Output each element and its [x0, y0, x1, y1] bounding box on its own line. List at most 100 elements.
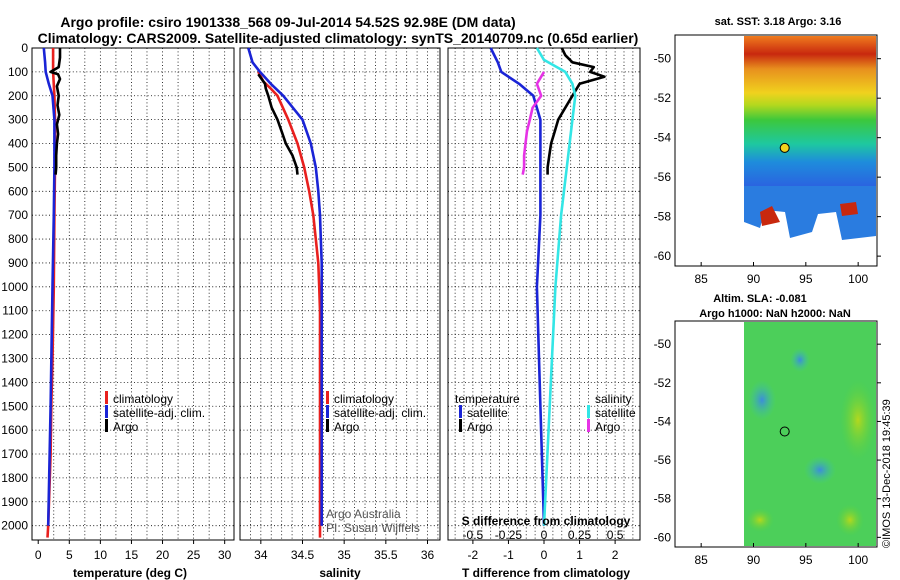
- depth-tick-label: 1000: [1, 280, 28, 294]
- difference-panel: -2 -1 0 1 2 -0.5 -0.25 0 0.25 0.5 S difference fr…: [447, 47, 641, 580]
- sst-map-title: sat. SST: 3.18 Argo: 3.16: [715, 16, 842, 28]
- lat-tick-label: -56: [654, 170, 672, 184]
- x-tick-label: 20: [156, 548, 170, 562]
- lat-tick-label: -54: [654, 414, 672, 428]
- annotation-pi: PI: Susan Wijffels: [326, 521, 420, 535]
- lat-tick-label: -58: [654, 210, 672, 224]
- legend-swatch-climatology: [326, 391, 329, 404]
- sla-map-title-2: Argo h1000: NaN h2000: NaN: [699, 308, 851, 320]
- x-tick-label: 2: [612, 548, 619, 562]
- salinity-legend: climatology satellite-adj. clim. Argo: [326, 391, 426, 434]
- depth-tick-label: 500: [8, 160, 28, 174]
- annotation-argo-australia: Argo Australia: [326, 507, 401, 521]
- sla-high-1: [840, 380, 876, 460]
- x-tick-label: 34: [254, 548, 268, 562]
- salinity-xlabel: salinity: [319, 566, 361, 580]
- depth-tick-label: 0: [21, 41, 28, 55]
- lat-tick-label: -52: [654, 91, 672, 105]
- lat-tick-label: -50: [654, 52, 672, 66]
- legend-label-satellite: satellite-adj. clim.: [334, 406, 426, 420]
- sla-high-2: [836, 504, 864, 536]
- legend-swatch-satellite: [105, 405, 108, 418]
- legend-title-salinity: salinity: [595, 392, 632, 406]
- legend-swatch-satellite: [326, 405, 329, 418]
- x2-tick-label: 0.5: [607, 528, 624, 542]
- series-line-temperature-satellite: [489, 47, 546, 526]
- series-line-satellite-adj-clim-: [247, 47, 324, 526]
- series-line-climatology: [257, 71, 322, 538]
- legend-swatch-climatology: [105, 391, 108, 404]
- difference-x2label: S difference from climatology: [462, 514, 631, 528]
- sst-field-lower: [744, 186, 876, 240]
- x-tick-label: 5: [66, 548, 73, 562]
- sst-warm-patch-east: [840, 202, 858, 216]
- lat-tick-label: -60: [654, 249, 672, 263]
- depth-tick-label: 1100: [2, 304, 28, 318]
- depth-tick-label: 1700: [1, 447, 28, 461]
- legend-label-sal-argo: Argo: [595, 420, 621, 434]
- legend-swatch-temp-argo: [459, 419, 462, 432]
- lon-tick-label: 90: [747, 553, 761, 567]
- temperature-axes-frame: [31, 47, 235, 541]
- sla-high-3: [746, 508, 774, 532]
- x2-tick-label: -0.25: [495, 528, 523, 542]
- sla-float-marker: [779, 426, 790, 437]
- difference-xlabel: T difference from climatology: [462, 566, 630, 580]
- legend-swatch-sal-satellite: [587, 405, 590, 418]
- x-tick-label: 35: [337, 548, 351, 562]
- x-tick-label: 10: [94, 548, 108, 562]
- x2-tick-label: 0.25: [568, 528, 592, 542]
- depth-tick-label: 400: [8, 137, 28, 151]
- depth-tick-label: 1500: [1, 399, 28, 413]
- legend-label-climatology: climatology: [113, 392, 173, 406]
- lon-tick-label: 95: [799, 272, 813, 286]
- lon-tick-label: 90: [747, 272, 761, 286]
- lat-tick-label: -50: [654, 337, 672, 351]
- depth-tick-label: 2000: [1, 519, 28, 533]
- depth-tick-label: 1800: [1, 471, 28, 485]
- sst-field: [744, 36, 876, 186]
- lon-tick-label: 100: [848, 272, 868, 286]
- legend-label-temp-argo: Argo: [467, 420, 493, 434]
- temperature-panel: 0 5 10 15 20 25 300100200300400500600700800900…: [1, 41, 235, 580]
- x-tick-label: 15: [125, 548, 139, 562]
- depth-tick-label: 1900: [1, 495, 28, 509]
- sla-low-2: [804, 456, 836, 484]
- lon-tick-label: 95: [799, 553, 813, 567]
- series-line-salinity-argo: [521, 71, 546, 175]
- depth-tick-label: 1300: [1, 351, 28, 365]
- legend-label-climatology: climatology: [334, 392, 394, 406]
- temperature-xlabel: temperature (deg C): [73, 566, 187, 580]
- sla-map: Altim. SLA: -0.081 Argo h1000: NaN h2000…: [654, 293, 881, 567]
- legend-swatch-temp-satellite: [459, 405, 462, 418]
- temperature-legend: climatology satellite-adj. clim. Argo: [105, 391, 205, 434]
- series-line-satellite-adj-clim-: [42, 47, 56, 526]
- difference-legend: temperature satellite Argo salinity sate…: [455, 392, 636, 434]
- credit: ©IMOS 13-Dec-2018 19:45:39: [881, 399, 893, 548]
- lon-tick-label: 85: [694, 553, 708, 567]
- lon-tick-label: 100: [848, 553, 868, 567]
- depth-tick-label: 200: [8, 89, 28, 103]
- legend-label-argo: Argo: [113, 420, 139, 434]
- sla-map-frame: [674, 320, 878, 548]
- sst-map-frame: [674, 34, 878, 267]
- x-tick-label: 34.5: [291, 548, 315, 562]
- sla-map-title-1: Altim. SLA: -0.081: [713, 293, 807, 305]
- legend-swatch-sal-argo: [587, 419, 590, 432]
- x-tick-label: 0: [541, 548, 548, 562]
- x-tick-label: 25: [187, 548, 201, 562]
- title-line-2: Climatology: CARS2009. Satellite-adjuste…: [38, 30, 639, 46]
- x-tick-label: 30: [218, 548, 232, 562]
- x-tick-label: -2: [468, 548, 479, 562]
- depth-tick-label: 900: [8, 256, 28, 270]
- salinity-axes-frame: [239, 47, 441, 541]
- lat-tick-label: -60: [654, 530, 672, 544]
- depth-tick-label: 700: [8, 208, 28, 222]
- depth-tick-label: 1200: [1, 328, 28, 342]
- depth-tick-label: 1600: [1, 423, 28, 437]
- legend-label-sal-satellite: satellite: [595, 406, 636, 420]
- sst-map: sat. SST: 3.18 Argo: 3.16 85 90 95 100 -50 -5…: [654, 16, 881, 286]
- legend-label-satellite: satellite-adj. clim.: [113, 406, 205, 420]
- sla-low-1: [748, 380, 776, 420]
